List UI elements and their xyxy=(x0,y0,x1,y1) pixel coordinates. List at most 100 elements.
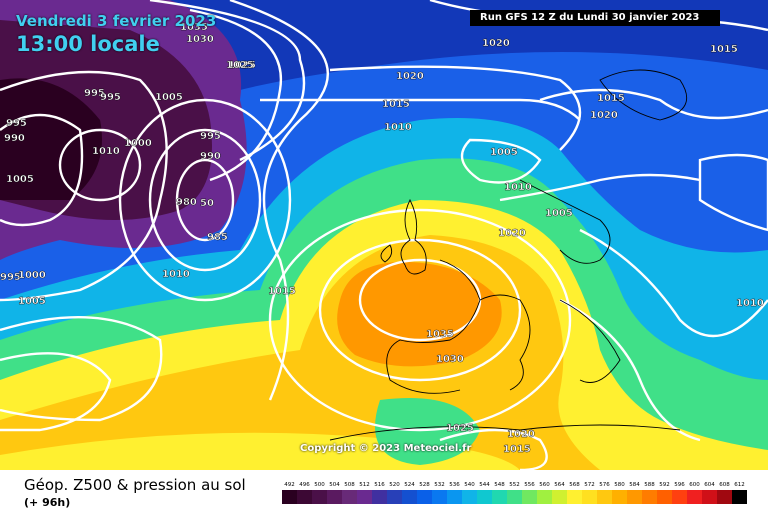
legend-label: 556 xyxy=(524,482,535,488)
map-area: 1035 1030 1025 995 995 1005 995 990 1005 1010 1000… xyxy=(0,0,768,470)
legend-label: 596 xyxy=(674,482,685,488)
legend-swatch xyxy=(657,490,672,504)
run-info: Run GFS 12 Z du Lundi 30 janvier 2023 xyxy=(470,10,720,26)
legend-swatch xyxy=(597,490,612,504)
isobar-label: 985 xyxy=(207,232,228,243)
coast-north-africa xyxy=(329,424,681,441)
legend-label: 536 xyxy=(449,482,460,488)
legend-swatch xyxy=(477,490,492,504)
isobar-label: 1015 xyxy=(268,286,296,297)
legend-swatch xyxy=(417,490,432,504)
legend-swatch xyxy=(687,490,702,504)
legend-swatch xyxy=(462,490,477,504)
isobar-line xyxy=(439,428,548,470)
coast-ireland xyxy=(380,244,393,263)
legend-swatch xyxy=(642,490,657,504)
legend-swatch xyxy=(402,490,417,504)
isobar-label: 1020 xyxy=(498,228,526,239)
isobar-label: 1010 xyxy=(504,182,532,193)
legend-label: 592 xyxy=(659,482,670,488)
legend-swatch xyxy=(552,490,567,504)
isobar-label: 995 xyxy=(6,118,27,129)
isobar-label: 1035 xyxy=(180,22,208,33)
isobar-line xyxy=(118,98,292,302)
isobar-line xyxy=(579,228,768,338)
legend-label: 552 xyxy=(509,482,520,488)
legend-label: 576 xyxy=(599,482,610,488)
isobar-label: 1010 xyxy=(162,269,190,280)
legend-label: 528 xyxy=(419,482,430,488)
legend-swatch xyxy=(342,490,357,504)
height-field-darkest xyxy=(0,78,102,200)
legend-swatch xyxy=(297,490,312,504)
isobar-label: 1035 xyxy=(426,329,454,340)
legend-label: 604 xyxy=(704,482,715,488)
forecast-lead: (+ 96h) xyxy=(24,496,71,509)
isobar-label: 995 xyxy=(84,88,105,99)
legend-label: 500 xyxy=(314,482,325,488)
legend-swatch xyxy=(507,490,522,504)
valid-time: 13:00 locale xyxy=(16,32,160,56)
isobar-label: 990 xyxy=(200,151,221,162)
coast-north-land xyxy=(599,69,688,121)
isobar-line xyxy=(0,113,84,227)
legend-label: 516 xyxy=(374,482,385,488)
isobar-label: 1015 xyxy=(503,444,531,455)
isobar-label: 50 xyxy=(200,198,214,209)
isobar-label: 1010 xyxy=(92,146,120,157)
coast-italy xyxy=(479,294,531,391)
isobar-label: 1005 xyxy=(18,296,46,307)
coastlines xyxy=(329,69,688,441)
isobar-line xyxy=(175,158,235,242)
isobar-line xyxy=(149,0,306,162)
isobar-label: 1010 xyxy=(736,298,764,309)
isobar-line xyxy=(318,238,522,382)
legend-label: 588 xyxy=(644,482,655,488)
height-field-south-green xyxy=(375,398,480,465)
legend-swatch xyxy=(537,490,552,504)
legend-label: 540 xyxy=(464,482,475,488)
isobar-line xyxy=(539,88,768,120)
isobar-line xyxy=(148,128,262,272)
isobar-label: 990 xyxy=(4,133,25,144)
isobar-label: 1025 xyxy=(446,423,474,434)
height-field-orange-high xyxy=(337,261,502,367)
isobar-label: 1015 xyxy=(710,44,738,55)
isobar-label: 1020 xyxy=(590,110,618,121)
isobar-label: 1005 xyxy=(545,208,573,219)
legend-label: 504 xyxy=(329,482,340,488)
legend-swatch xyxy=(447,490,462,504)
isobar-label: 1005 xyxy=(155,92,183,103)
legend-swatch xyxy=(432,490,447,504)
legend-label: 568 xyxy=(569,482,580,488)
isobar-label: 1020 xyxy=(507,429,535,440)
legend-swatch xyxy=(717,490,732,504)
legend-swatch xyxy=(627,490,642,504)
legend-swatch xyxy=(357,490,372,504)
isobar-label: 1010 xyxy=(384,122,412,133)
isobar-line xyxy=(698,153,768,232)
isobar-line xyxy=(260,98,581,121)
coast-scandinavia xyxy=(519,179,611,264)
isobar-label: 980 xyxy=(176,197,197,208)
isobar-line xyxy=(268,208,572,432)
legend-label: 492 xyxy=(284,482,295,488)
geopotential-map xyxy=(0,0,768,470)
isobar-label: 1015 xyxy=(382,99,410,110)
legend-swatch xyxy=(327,490,342,504)
legend-label: 524 xyxy=(404,482,415,488)
isobar-line xyxy=(499,173,701,202)
color-legend: 492 496 500 504 508 512 516 520 524 528 532 536 540 5… xyxy=(282,482,747,504)
footer-title: Géop. Z500 & pression au sol xyxy=(24,476,246,494)
legend-label: 572 xyxy=(584,482,595,488)
legend-swatch xyxy=(387,490,402,504)
legend-swatch xyxy=(282,490,297,504)
legend-label: 580 xyxy=(614,482,625,488)
legend-label: 612 xyxy=(734,482,745,488)
isobar-line xyxy=(58,128,142,202)
legend-swatch xyxy=(732,490,747,504)
isobar-label: 1020 xyxy=(396,71,424,82)
isobar-label: 1005 xyxy=(6,174,34,185)
legend-swatch xyxy=(672,490,687,504)
isobar-label: 995 xyxy=(200,131,221,142)
